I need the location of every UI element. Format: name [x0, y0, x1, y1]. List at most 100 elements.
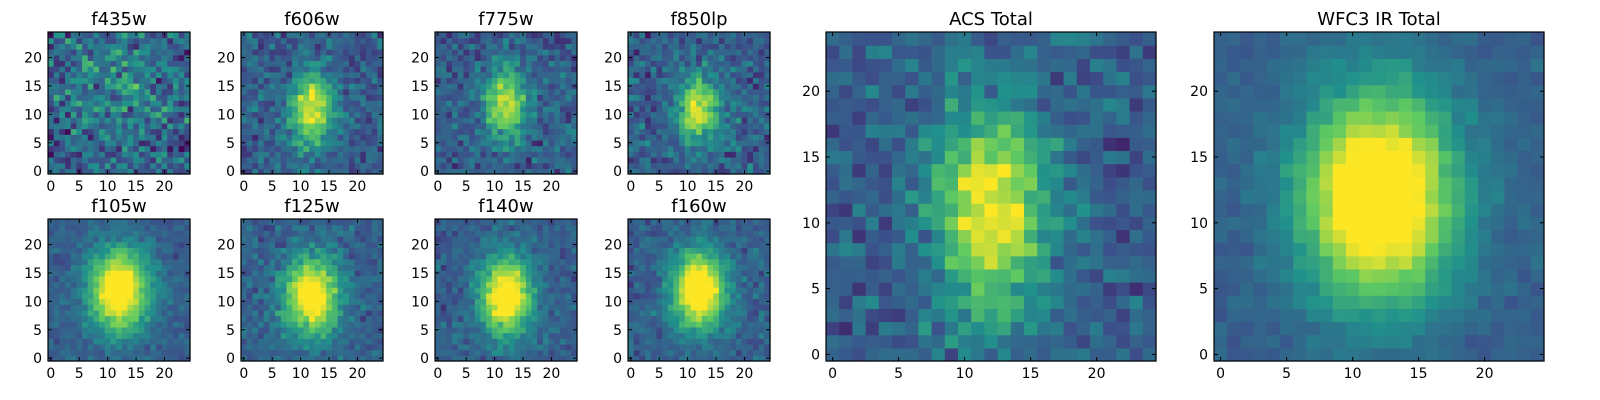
- heatmap-cell: [747, 134, 754, 141]
- heatmap-cell: [82, 321, 89, 328]
- heatmap-cell: [258, 264, 265, 271]
- heatmap-cell: [491, 100, 499, 107]
- heatmap-cell: [150, 332, 157, 339]
- heatmap-cell: [127, 105, 134, 113]
- heatmap-cell: [713, 275, 720, 283]
- heatmap-cell: [713, 60, 720, 67]
- heatmap-cell: [53, 168, 60, 175]
- heatmap-cell: [167, 230, 174, 237]
- heatmap-cell: [679, 145, 686, 152]
- heatmap-cell: [297, 151, 305, 158]
- heatmap-cell: [155, 281, 163, 288]
- heatmap-cell: [331, 43, 339, 50]
- heatmap-cell: [514, 54, 521, 61]
- heatmap-cell: [639, 60, 646, 67]
- heatmap-cell: [559, 117, 567, 124]
- heatmap-cell: [172, 219, 180, 226]
- heatmap-cell: [491, 162, 499, 169]
- heatmap-cell: [320, 77, 327, 84]
- heatmap-cell: [150, 128, 157, 135]
- heatmap-cell: [121, 298, 129, 305]
- heatmap-cell: [76, 134, 83, 141]
- heatmap-cell: [365, 60, 373, 67]
- heatmap-cell: [508, 60, 516, 67]
- heatmap-cell: [161, 83, 168, 90]
- heatmap-cell: [724, 287, 731, 294]
- heatmap-cell: [360, 145, 367, 152]
- heatmap-cell: [554, 224, 561, 231]
- heatmap-cell: [258, 94, 265, 101]
- heatmap-cell: [474, 88, 482, 96]
- heatmap-cell: [275, 264, 282, 271]
- heatmap-cell: [138, 111, 146, 118]
- heatmap-cell: [343, 128, 350, 135]
- heatmap-cell: [469, 139, 476, 147]
- heatmap-cell: [559, 349, 567, 356]
- heatmap-cell: [48, 94, 55, 101]
- heatmap-cell: [104, 111, 112, 118]
- heatmap-cell: [314, 77, 322, 84]
- heatmap-cell: [696, 309, 703, 317]
- heatmap-cell: [116, 122, 123, 130]
- x-tick-label: 10: [679, 179, 697, 195]
- heatmap-cell: [292, 128, 299, 135]
- heatmap-cell: [59, 32, 66, 39]
- heatmap-cell: [144, 49, 151, 56]
- heatmap-cell: [486, 134, 493, 141]
- heatmap-cell: [65, 60, 72, 67]
- heatmap-cell: [258, 275, 265, 283]
- heatmap-cell: [121, 281, 129, 288]
- heatmap-cell: [167, 253, 174, 260]
- heatmap-cell: [531, 60, 538, 67]
- heatmap-cell: [457, 145, 464, 152]
- heatmap-cell: [360, 338, 367, 345]
- heatmap-cell: [121, 270, 129, 277]
- heatmap-cell: [371, 43, 378, 50]
- heatmap-cell: [713, 156, 720, 164]
- heatmap-cell: [331, 258, 339, 266]
- heatmap-cell: [645, 292, 652, 300]
- y-tick-label: 15: [411, 79, 429, 95]
- heatmap-cell: [104, 77, 112, 84]
- heatmap-cell: [554, 281, 561, 288]
- heatmap-cell: [491, 49, 499, 56]
- heatmap-cell: [292, 349, 299, 356]
- heatmap-cell: [525, 66, 533, 73]
- heatmap-cell: [116, 111, 123, 118]
- heatmap-cell: [269, 230, 276, 237]
- heatmap-cell: [93, 309, 100, 317]
- heatmap-cell: [724, 139, 731, 147]
- heatmap-cell: [150, 32, 157, 39]
- heatmap-cell: [331, 49, 339, 56]
- heatmap-cell: [348, 287, 356, 294]
- heatmap-cell: [656, 151, 663, 158]
- heatmap-cell: [639, 49, 646, 56]
- heatmap-cell: [82, 32, 89, 39]
- heatmap-cell: [531, 139, 538, 147]
- heatmap-cell: [435, 292, 442, 300]
- heatmap-cell: [65, 355, 72, 362]
- heatmap-cell: [252, 83, 259, 90]
- heatmap-cell: [491, 156, 499, 164]
- heatmap-cell: [87, 338, 95, 345]
- heatmap-cell: [565, 117, 572, 124]
- heatmap-cell: [167, 66, 174, 73]
- heatmap-cell: [53, 355, 60, 362]
- heatmap-cell: [554, 332, 561, 339]
- heatmap-cell: [724, 49, 731, 56]
- heatmap-cell: [269, 105, 276, 113]
- heatmap-cell: [628, 338, 635, 345]
- heatmap-cell: [752, 156, 760, 164]
- heatmap-cell: [565, 292, 572, 300]
- heatmap-cell: [127, 71, 134, 79]
- heatmap-cell: [110, 304, 117, 311]
- heatmap-cell: [258, 111, 265, 118]
- heatmap-cell: [463, 83, 470, 90]
- heatmap-cell: [559, 43, 567, 50]
- heatmap-cell: [656, 139, 663, 147]
- heatmap-cell: [59, 162, 66, 169]
- heatmap-cell: [662, 275, 669, 283]
- heatmap-cell: [331, 236, 339, 243]
- heatmap-cell: [286, 275, 293, 283]
- heatmap-cell: [104, 332, 112, 339]
